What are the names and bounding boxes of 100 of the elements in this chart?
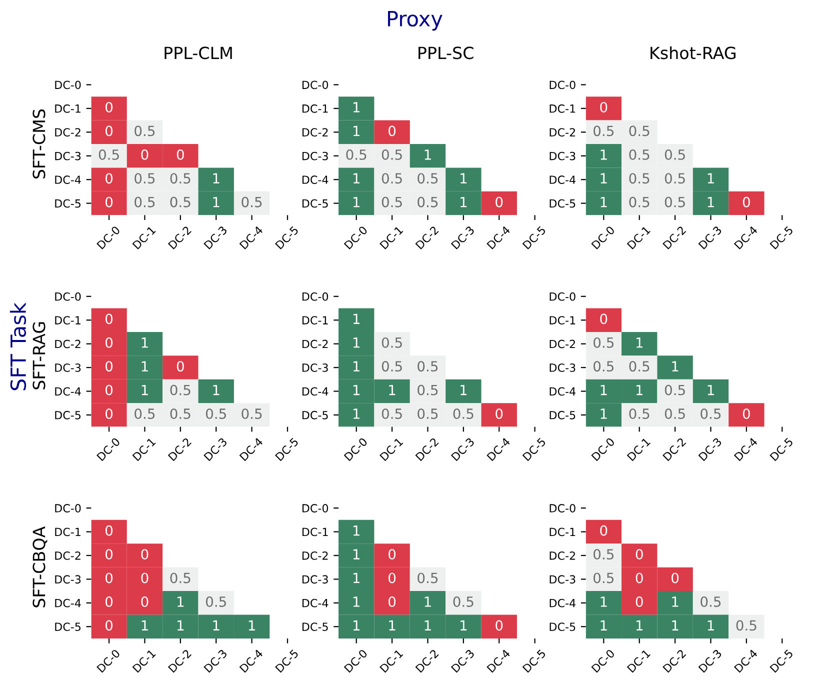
y-tick-label: DC-3 [550,152,576,160]
data-label: 0 [106,596,113,607]
data-label: 1 [142,384,148,396]
y-tick-label: DC-3 [302,575,328,584]
data-label: 1 [636,338,642,348]
y-tick-label: DC-3 [550,364,576,372]
y-tick-label: DC-1 [550,104,576,113]
data-label: 1 [600,173,607,184]
data-label: 1 [460,620,467,630]
data-label: 0.5 [382,173,402,184]
chart-title: Kshot-RAG [650,46,736,60]
data-label: 0.5 [664,173,685,184]
data-label: 0.5 [629,361,650,372]
y-axis-title: SFT-RAG [32,322,46,390]
data-label: 1 [142,361,148,372]
data-label: 0.5 [382,408,402,419]
y-tick-label: DC-4 [302,387,328,396]
y-tick-label: DC-1 [302,316,328,324]
y-tick-label: DC-1 [550,316,576,324]
y-tick-label: DC-1 [302,104,328,113]
data-label: 1 [353,338,360,348]
data-label: 0 [600,525,608,536]
data-label: 1 [672,596,678,607]
y-tick-label: DC-2 [550,128,575,137]
data-label: 0 [496,620,503,631]
y-tick-label: DC-0 [55,292,81,301]
y-tick-label: DC-4 [55,176,81,184]
data-label: 0.5 [206,408,226,419]
y-tick-label: DC-4 [55,387,81,396]
data-label: 0.5 [418,173,438,184]
data-label: 1 [353,525,360,536]
y-tick-label: DC-2 [550,551,575,560]
data-label: 1 [636,384,642,396]
data-label: 0 [600,314,608,324]
data-label: 0.5 [134,408,155,419]
data-label: 0 [106,126,113,136]
data-label: 1 [672,361,678,372]
data-label: 0.5 [664,408,685,419]
data-label: 0.5 [170,173,190,184]
data-label: 1 [142,338,148,348]
y-tick-label: DC-0 [550,292,576,301]
data-label: 1 [353,572,360,584]
data-label: 0 [141,149,148,160]
y-tick-label: DC-3 [55,575,81,584]
data-label: 1 [178,596,184,607]
data-label: 0.5 [418,572,438,584]
y-tick-label: DC-3 [302,152,328,160]
data-label: 0 [388,572,396,584]
y-tick-label: DC-3 [55,364,81,372]
data-label: 0.5 [382,149,402,160]
data-label: 0.5 [134,126,155,136]
data-label: 0.5 [629,126,650,136]
y-tick-label: DC-5 [550,622,576,632]
data-label: 0 [600,102,608,112]
data-label: 1 [460,173,467,184]
y-tick-label: DC-5 [302,199,328,208]
data-label: 1 [213,384,220,396]
data-label: 0 [176,149,184,160]
y-tick-label: DC-2 [55,551,80,560]
data-label: 0.5 [700,596,721,607]
chart-title: PPL-CLM [164,46,232,60]
data-label: 1 [353,314,360,324]
data-label: 0.5 [736,620,756,631]
y-tick-label: DC-0 [302,292,328,301]
data-label: 0 [672,572,679,584]
data-label: 0.5 [700,408,721,419]
data-label: 0.5 [453,408,474,419]
data-label: 0 [106,384,113,396]
data-label: 0.5 [594,572,614,584]
data-label: 1 [708,384,714,396]
y-tick-label: DC-4 [550,598,576,608]
y-tick-label: DC-0 [55,504,81,512]
data-label: 0 [141,549,148,560]
data-label: 1 [708,196,714,208]
data-label: 1 [353,173,360,184]
data-label: 0 [106,549,113,560]
data-label: 1 [600,620,607,630]
y-tick-label: DC-5 [55,622,80,632]
data-label: 1 [600,196,607,208]
y-tick-label: DC-0 [302,80,328,90]
data-label: 1 [353,549,360,560]
data-label: 0 [106,314,113,324]
data-label: 0.5 [418,408,438,419]
text: Proxy [388,11,442,31]
chart-title: PPL-SC [418,46,474,60]
y-tick-label: DC-5 [550,199,576,208]
data-label: 1 [424,596,431,607]
data-label: 1 [600,408,607,419]
data-label: 1 [389,620,396,630]
text: SFT Task [10,302,26,390]
data-label: 0 [106,408,113,419]
data-label: 0 [636,549,643,560]
y-tick-label: DC-3 [55,152,81,160]
y-tick-label: DC-1 [55,104,80,113]
y-tick-label: DC-4 [550,387,576,396]
y-axis-title: SFT-CMS [32,109,46,178]
y-tick-label: DC-1 [55,316,80,324]
data-label: 1 [708,173,714,184]
y-tick-label: DC-3 [302,364,328,372]
data-label: 0.5 [134,173,155,184]
